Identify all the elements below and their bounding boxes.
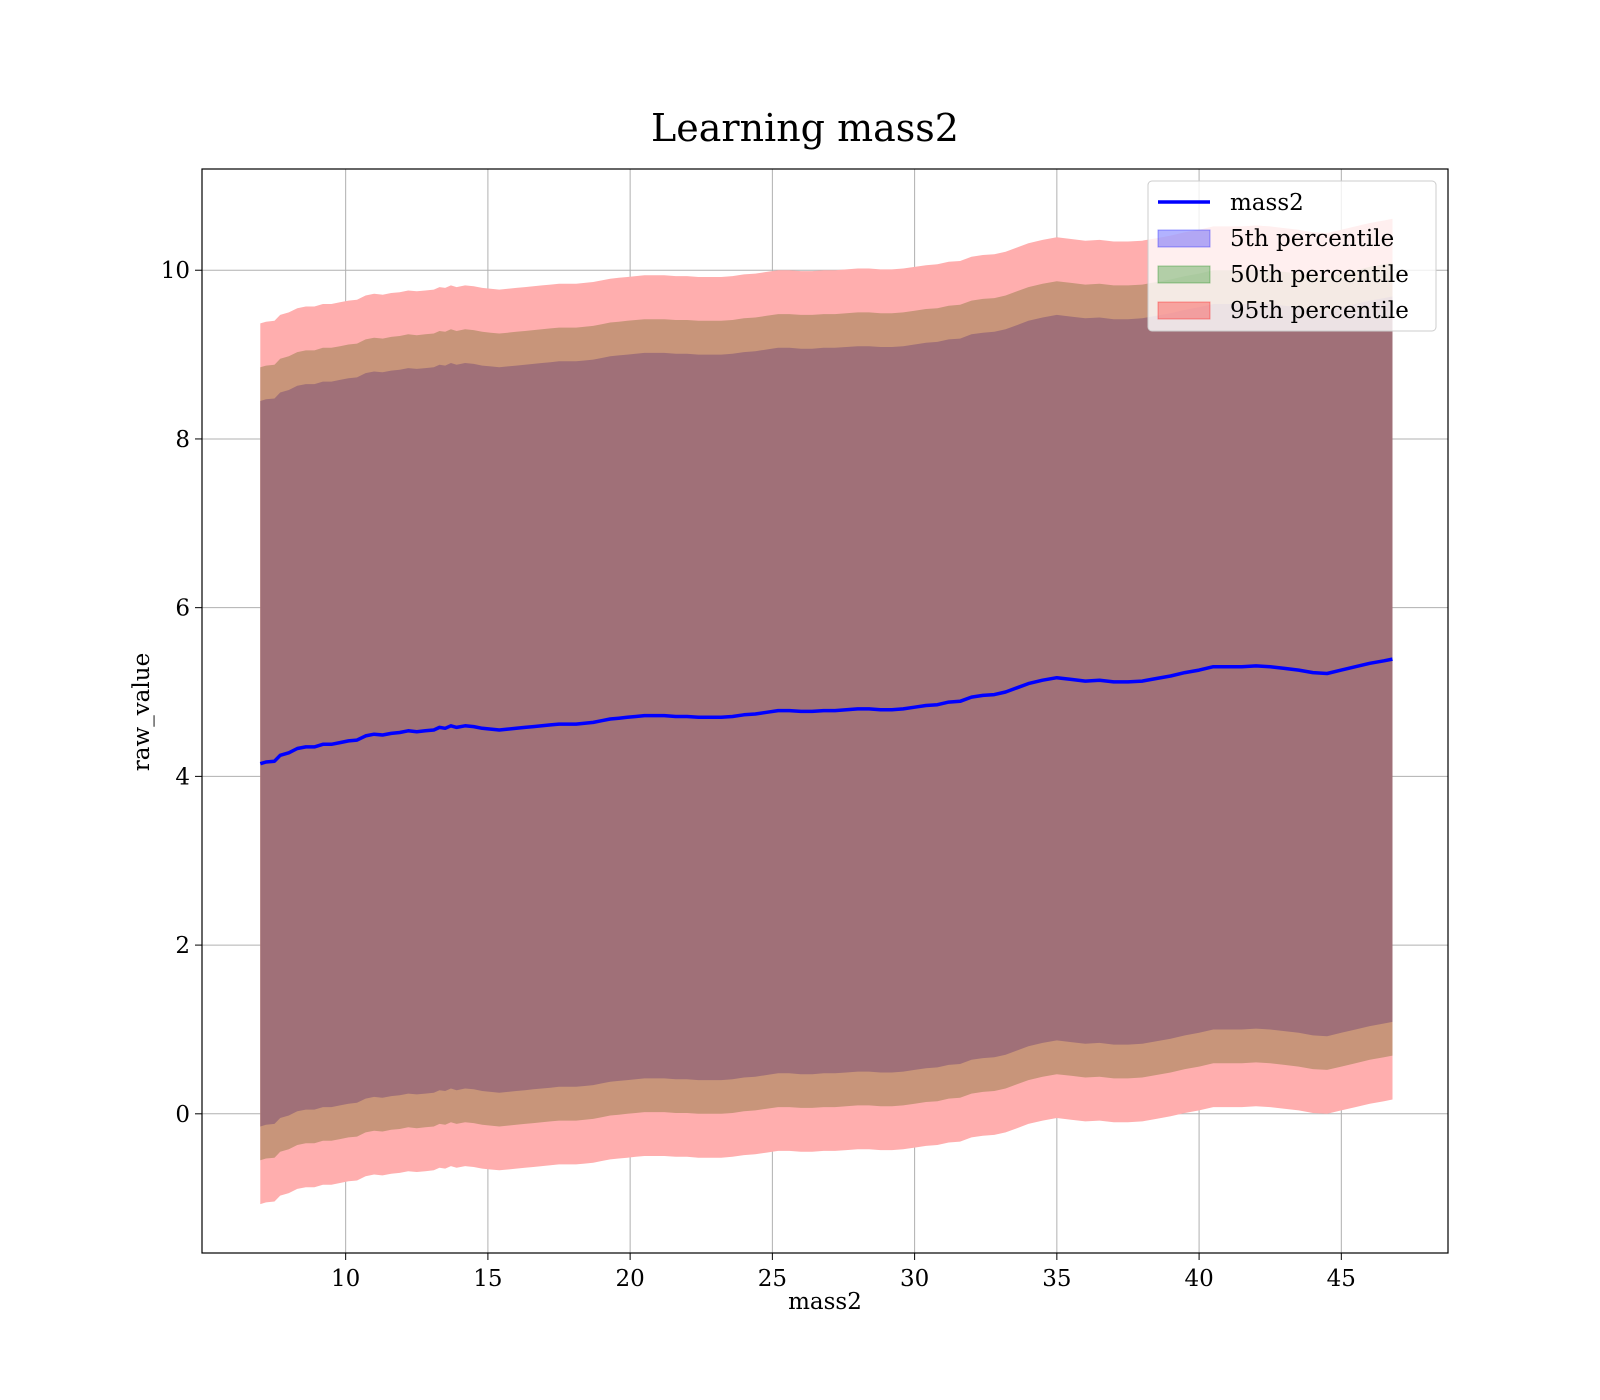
x-tick-label: 20 — [615, 1266, 644, 1292]
y-tick-label: 6 — [175, 596, 190, 622]
x-tick-label: 35 — [1042, 1266, 1071, 1292]
x-tick-label: 15 — [473, 1266, 502, 1292]
plot-area-frame — [201, 168, 1449, 1254]
x-axis-label: mass2 — [788, 1289, 862, 1315]
legend-label: mass2 — [1230, 190, 1304, 216]
legend-patch-swatch — [1157, 265, 1211, 284]
x-tick-label: 30 — [900, 1266, 929, 1292]
legend-label: 95th percentile — [1230, 298, 1409, 324]
series-line-mass2 — [259, 657, 1393, 766]
x-axis-ticks: 10 15 20 25 30 35 40 45 — [331, 1253, 1356, 1292]
y-axis-label: raw_value — [129, 653, 155, 771]
y-axis-ticks: 0 2 4 6 8 10 — [161, 258, 202, 1128]
legend-patch-swatch — [1157, 229, 1211, 248]
y-tick-label: 2 — [175, 933, 190, 959]
series-lines — [259, 657, 1393, 766]
x-tick-label: 25 — [758, 1266, 787, 1292]
y-tick-label: 10 — [161, 258, 190, 284]
x-tick-label: 45 — [1327, 1266, 1356, 1292]
x-tick-label: 10 — [331, 1266, 360, 1292]
y-tick-label: 0 — [175, 1102, 190, 1128]
legend-patch-swatch — [1157, 301, 1211, 320]
legend-box — [1147, 180, 1437, 332]
y-tick-label: 4 — [175, 764, 190, 790]
y-tick-label: 8 — [175, 427, 190, 453]
legend-label: 5th percentile — [1230, 226, 1394, 252]
chart-title: Learning mass2 — [651, 106, 959, 150]
x-tick-label: 40 — [1184, 1266, 1213, 1292]
legend-label: 50th percentile — [1230, 262, 1409, 288]
legend: mass2 5th percentile 50th percentile 95th p… — [1147, 180, 1437, 332]
